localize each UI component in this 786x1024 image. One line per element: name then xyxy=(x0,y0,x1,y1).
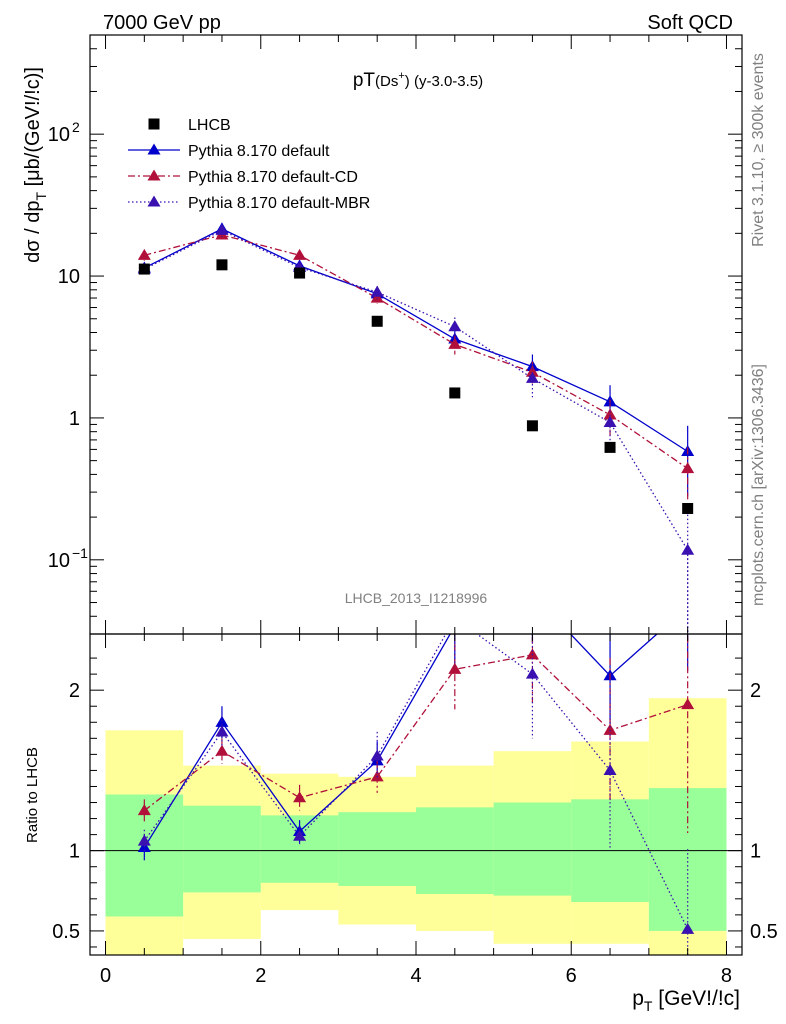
legend-label-3: Pythia 8.170 default-MBR xyxy=(188,195,370,212)
band-green-3 xyxy=(338,812,416,886)
ratio-panel-marks xyxy=(137,587,695,955)
y-axis-label-main-text: dσ / dp xyxy=(22,201,44,263)
y-main-tick-label-3: 10 xyxy=(48,550,70,572)
series-2-point-0 xyxy=(137,248,151,260)
y-main-tick-exp-3: −1 xyxy=(72,545,88,561)
series-line-2 xyxy=(144,234,689,470)
y-ratio-tick-label-right-0: 0.5 xyxy=(750,921,778,943)
legend-label-2: Pythia 8.170 default-CD xyxy=(188,169,358,186)
x-axis-label-rest: [GeV!/!c] xyxy=(652,987,740,1010)
ratio-2-point-2 xyxy=(293,829,307,841)
ratio-2-point-4 xyxy=(448,611,461,622)
y-main-tick-label-2: 1 xyxy=(69,408,80,430)
data-point-0 xyxy=(138,263,150,275)
legend-marker-3 xyxy=(147,195,161,207)
series-line-1 xyxy=(144,228,689,453)
analysis-label: LHCB_2013_I1218996 xyxy=(345,590,488,606)
ratio-2-point-3 xyxy=(370,749,384,761)
series-2-point-3 xyxy=(370,291,384,303)
x-tick-label-2: 4 xyxy=(410,965,421,987)
ratio-1-point-1 xyxy=(215,744,229,756)
data-point-3 xyxy=(371,315,383,327)
y-ratio-tick-label-right-1: 1 xyxy=(750,841,761,863)
ratio-0-point-7 xyxy=(681,600,694,611)
chart-title-sup: + xyxy=(398,70,404,82)
ratio-0-point-5 xyxy=(526,587,539,598)
data-point-2 xyxy=(294,267,306,279)
series-3-point-4 xyxy=(448,320,462,332)
y-ratio-tick-label-2: 2 xyxy=(69,680,80,702)
side-label-bottom: mcplots.cern.ch [arXiv:1306.3436] xyxy=(750,364,767,606)
ratio-1-point-3 xyxy=(370,770,384,782)
series-3-point-5 xyxy=(525,371,539,383)
ratio-line-1 xyxy=(143,654,688,812)
plot-marks xyxy=(137,222,695,955)
legend: LHCB Pythia 8.170 default Pythia 8.170 def… xyxy=(128,117,370,212)
series-3-point-7 xyxy=(681,543,695,555)
x-axis-label-main: p xyxy=(632,987,644,1010)
series-2-point-7 xyxy=(681,462,695,474)
legend-marker-1 xyxy=(147,143,161,155)
x-axis-label: pT [GeV!/!c] xyxy=(632,987,740,1014)
header-left: 7000 GeV pp xyxy=(103,12,221,34)
band-green-1 xyxy=(183,805,261,893)
x-tick-label-4: 8 xyxy=(721,965,732,987)
x-tick-label-0: 0 xyxy=(100,965,111,987)
ratio-1-point-2 xyxy=(293,791,307,803)
data-point-7 xyxy=(682,502,694,514)
series-3-point-6 xyxy=(603,415,617,427)
x-axis-label-sub: T xyxy=(644,998,653,1014)
data-point-6 xyxy=(604,441,616,453)
y-axis-label-main: dσ / dpT [μb/(GeV!/!c)] xyxy=(22,67,49,263)
data-point-4 xyxy=(449,387,461,399)
header-right: Soft QCD xyxy=(647,12,733,34)
y-axis-label-main-sub: T xyxy=(33,192,49,201)
ratio-1-point-6 xyxy=(603,723,617,735)
series-2-point-6 xyxy=(603,408,617,420)
side-label-top: Rivet 3.1.10, ≥ 300k events xyxy=(750,53,767,247)
chart-title-main: pT xyxy=(353,70,376,91)
legend-marker-0 xyxy=(148,118,160,130)
x-tick-label-3: 6 xyxy=(566,965,577,987)
y-axis-label-main-rest: [μb/(GeV!/!c)] xyxy=(22,67,44,192)
legend-label-0: LHCB xyxy=(188,117,231,134)
ratio-2-point-7 xyxy=(681,922,695,934)
ratio-2-point-5 xyxy=(525,667,539,679)
y-main-tick-exp-0: 2 xyxy=(72,119,80,135)
chart-title-sub: (Ds xyxy=(375,73,398,90)
series-3-point-3 xyxy=(370,285,384,297)
y-main-tick-label-1: 10 xyxy=(58,266,80,288)
main-panel-marks xyxy=(137,222,695,634)
band-green-5 xyxy=(493,802,572,896)
x-tick-label-1: 2 xyxy=(255,965,266,987)
series-2-point-5 xyxy=(525,365,539,377)
y-ratio-tick-label-right-2: 2 xyxy=(750,680,761,702)
y-main-tick-label-0: 10 xyxy=(48,124,70,146)
y-ratio-tick-label-1: 1 xyxy=(69,841,80,863)
ratio-bands xyxy=(90,698,742,955)
ratio-1-point-0 xyxy=(137,804,151,816)
ratio-2-point-0 xyxy=(137,834,151,846)
series-2-point-4 xyxy=(448,337,462,349)
data-point-1 xyxy=(216,259,228,271)
series-3-point-1 xyxy=(215,223,229,235)
chart-title: pT(Ds+) (y-3.0-3.5) xyxy=(353,70,483,91)
ratio-line-0 xyxy=(143,634,658,848)
series-line-3 xyxy=(144,229,689,551)
legend-marker-2 xyxy=(147,169,161,181)
ratio-2-point-1 xyxy=(215,725,229,737)
legend-label-1: Pythia 8.170 default xyxy=(188,143,330,160)
data-point-5 xyxy=(526,420,538,432)
ratio-1-point-4 xyxy=(448,662,462,674)
ratio-2-point-6 xyxy=(603,763,617,775)
chart-title-rest: ) (y-3.0-3.5) xyxy=(405,73,483,90)
ratio-line-2 xyxy=(143,634,689,930)
y-axis-label-ratio: Ratio to LHCB xyxy=(24,747,41,843)
ratio-1-point-7 xyxy=(681,698,695,710)
y-ratio-tick-label-0: 0.5 xyxy=(52,921,80,943)
ratio-1-point-5 xyxy=(525,648,539,660)
series-2-point-2 xyxy=(293,248,307,260)
